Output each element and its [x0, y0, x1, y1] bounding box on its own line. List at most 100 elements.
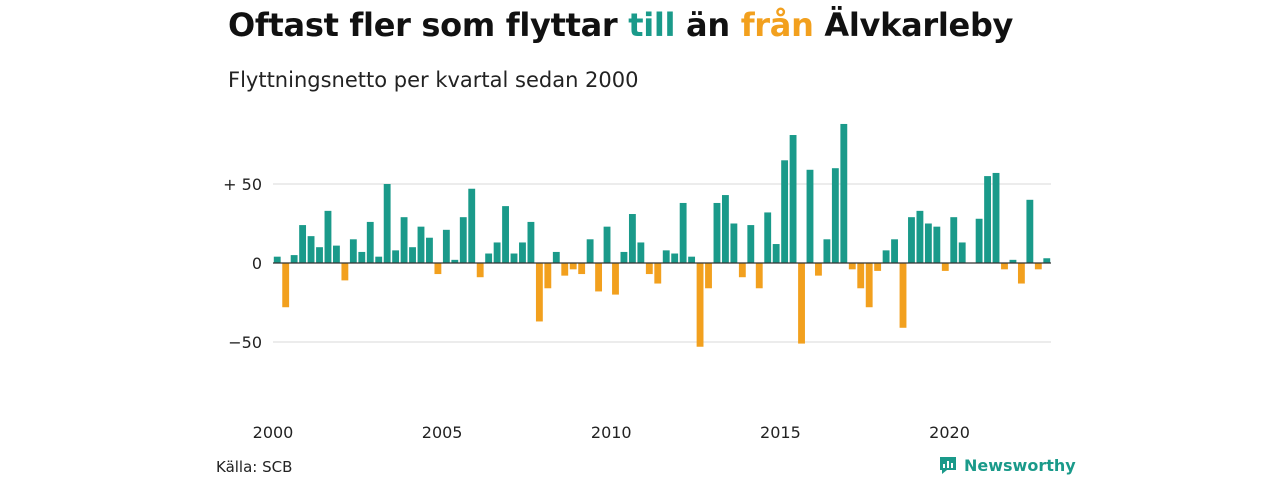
title-part-2: än [675, 6, 741, 44]
bar [671, 253, 679, 263]
bar [366, 221, 374, 263]
bar [409, 247, 416, 263]
bar [721, 195, 729, 263]
bar [679, 202, 687, 263]
title-highlight-fran: från [740, 6, 814, 44]
bar [654, 263, 662, 284]
bar [815, 263, 822, 276]
title-highlight-till: till [628, 6, 676, 44]
bar [400, 217, 408, 263]
source-note: Källa: SCB [216, 458, 293, 476]
bar [840, 123, 848, 264]
bar [1026, 199, 1034, 263]
bar [299, 225, 307, 263]
bar [1043, 258, 1051, 263]
bar [612, 263, 619, 295]
bar [950, 217, 958, 263]
chart-logo-icon [940, 457, 956, 474]
bar [578, 263, 586, 275]
bar [341, 263, 349, 281]
y-tick-label: −50 [228, 333, 262, 352]
bar [941, 263, 949, 271]
chart-subtitle: Flyttningsnetto per kvartal sedan 2000 [228, 68, 639, 92]
bar [789, 135, 797, 263]
bar [772, 244, 780, 263]
title-part-3: Älvkarleby [813, 6, 1014, 44]
bar [544, 263, 552, 289]
bar [831, 168, 839, 263]
bar [451, 259, 459, 263]
bar [519, 242, 526, 263]
bar [1009, 259, 1017, 263]
bar [781, 160, 789, 263]
bar [806, 169, 814, 263]
brand-name: Newsworthy [964, 455, 1076, 475]
bar [358, 251, 366, 263]
bar [282, 263, 290, 308]
bar [620, 251, 628, 263]
bar [417, 226, 425, 263]
bar [535, 263, 543, 322]
bar [324, 210, 332, 263]
bar [485, 253, 493, 263]
bar [984, 176, 992, 263]
bar [442, 229, 450, 263]
bar [1034, 263, 1042, 270]
bar [933, 226, 941, 263]
bar [502, 206, 509, 263]
bar [316, 247, 323, 263]
x-tick-label: 2015 [760, 423, 801, 442]
bar [459, 217, 467, 263]
newsworthy-brand: Newsworthy [938, 455, 1076, 475]
bar [527, 221, 535, 263]
bar [1001, 263, 1008, 270]
bar [332, 245, 340, 263]
bar [908, 217, 915, 263]
bar [383, 184, 391, 263]
bar [645, 263, 653, 275]
bar [426, 237, 433, 263]
bar [603, 226, 611, 263]
bar [705, 263, 712, 289]
bar [595, 263, 603, 292]
bar [628, 214, 636, 263]
bar [476, 263, 484, 278]
bar [713, 202, 721, 263]
bar [992, 172, 1000, 263]
bar [975, 218, 983, 263]
bar [848, 263, 856, 270]
bar [561, 263, 569, 276]
bar [823, 239, 831, 263]
bar [569, 263, 577, 270]
y-tick-label: 0 [252, 254, 262, 273]
bar [349, 239, 357, 263]
bar [273, 256, 281, 263]
x-tick-label: 2020 [929, 423, 970, 442]
bar [874, 263, 882, 271]
x-tick-label: 2000 [253, 423, 294, 442]
title-part-1: Oftast fler som flyttar [228, 6, 629, 44]
bar [916, 210, 924, 263]
x-tick-label: 2010 [591, 423, 632, 442]
bar [434, 263, 442, 275]
bar [392, 250, 400, 263]
bar [764, 212, 772, 263]
chart-title: Oftast fler som flyttar till än från Älv… [228, 6, 1013, 44]
bar [662, 250, 670, 263]
bar [958, 242, 966, 263]
bar [899, 263, 907, 328]
bar [552, 251, 560, 263]
bar [1017, 263, 1025, 284]
bar [688, 256, 696, 263]
bar [730, 223, 738, 263]
x-tick-label: 2005 [422, 423, 463, 442]
bar [755, 263, 763, 289]
bar [924, 223, 932, 263]
bar [510, 253, 518, 263]
bar [586, 239, 594, 263]
bar [747, 225, 755, 263]
bar [375, 256, 383, 263]
bar [882, 250, 890, 263]
bar [857, 263, 865, 289]
